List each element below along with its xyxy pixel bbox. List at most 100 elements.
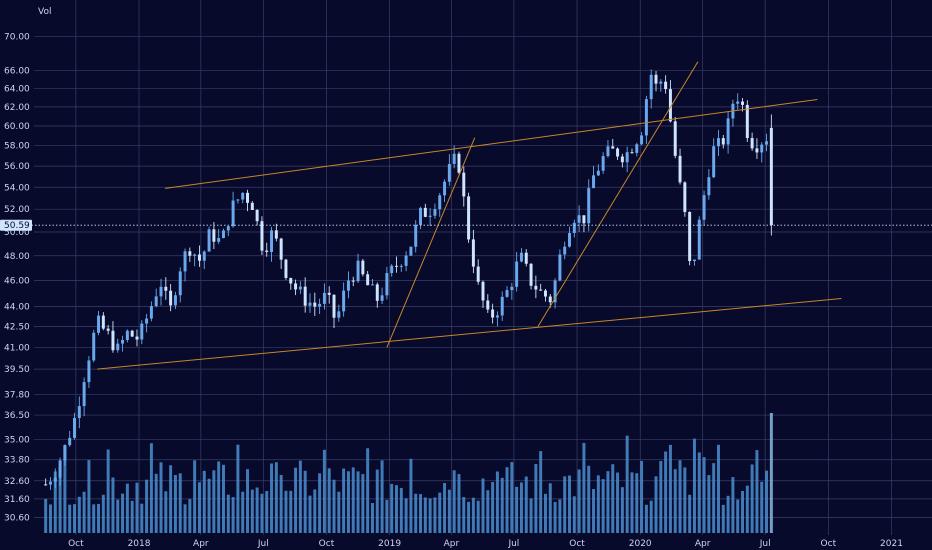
volume-bar <box>433 497 437 533</box>
volume-bar <box>534 464 538 533</box>
volume-bar <box>380 460 384 533</box>
volume-bar <box>577 469 581 533</box>
volume-bar <box>606 471 610 533</box>
candle-body <box>664 81 668 90</box>
candle-body <box>519 252 523 262</box>
volume-bar <box>668 444 672 533</box>
trendline <box>165 98 818 189</box>
candle-body <box>188 251 192 256</box>
candle-body <box>462 172 466 197</box>
volume-bar <box>260 493 264 533</box>
candle-body <box>241 192 245 200</box>
candle-body <box>351 280 355 282</box>
candle-body <box>577 215 581 223</box>
candle-body <box>385 273 389 296</box>
volume-bar <box>140 503 144 533</box>
candle-body <box>644 99 648 136</box>
x-tick-label: 2020 <box>629 539 652 549</box>
trendline <box>537 61 699 327</box>
y-tick-label: 44.00 <box>4 302 30 312</box>
y-tick-label: 62.00 <box>4 103 30 113</box>
volume-bar <box>635 473 639 533</box>
candle-body <box>303 286 307 306</box>
volume-bar <box>322 449 326 533</box>
candle-body <box>745 104 749 139</box>
candle-body <box>173 295 177 306</box>
volume-bar <box>390 483 394 533</box>
volume-bar <box>601 479 605 533</box>
candle-body <box>44 484 48 486</box>
candle-body <box>467 196 471 240</box>
candle-body <box>279 238 283 260</box>
candle-body <box>486 300 490 310</box>
candle-body <box>260 221 264 251</box>
y-tick-label: 35.00 <box>4 435 30 445</box>
candle-body <box>101 315 105 329</box>
volume-bar <box>476 500 480 533</box>
y-tick-label: 56.00 <box>4 162 30 172</box>
y-tick-label: 46.00 <box>4 277 30 287</box>
candle-body <box>207 229 211 252</box>
volume-bar <box>443 483 447 533</box>
candle-body <box>82 382 86 407</box>
y-tick-label: 30.60 <box>4 514 30 524</box>
volume-bar <box>616 472 620 533</box>
y-tick-label: 36.50 <box>4 411 30 421</box>
volume-bar <box>366 448 370 533</box>
candle-body <box>395 265 398 267</box>
volume-bar <box>48 504 52 533</box>
candle-body <box>741 101 745 105</box>
candle-body <box>635 144 639 153</box>
candle-body <box>121 339 125 344</box>
candle-body <box>197 254 201 261</box>
candle-body <box>553 280 557 303</box>
volume-bar <box>423 497 427 533</box>
volume-bar <box>467 501 471 533</box>
volume-bar <box>452 470 456 533</box>
volume-bar <box>500 477 504 533</box>
volume-bars <box>44 413 773 533</box>
volume-bar <box>683 467 687 533</box>
volume-bar <box>515 486 519 533</box>
volume-bar <box>510 462 514 533</box>
volume-bar <box>409 458 413 533</box>
volume-bar <box>678 460 682 533</box>
trendline <box>97 297 842 370</box>
volume-bar <box>197 482 201 533</box>
candle-body <box>159 286 163 297</box>
volume-bar <box>92 504 96 533</box>
volume-bar <box>399 487 403 533</box>
candle-body <box>563 246 567 255</box>
candle-body <box>616 148 620 157</box>
volume-bar <box>370 503 374 533</box>
volume-bar <box>231 497 235 533</box>
candle-body <box>760 144 764 153</box>
volume-bar <box>255 487 259 533</box>
volume-bar <box>154 473 158 533</box>
volume-bar <box>769 413 773 533</box>
volume-bar <box>625 435 629 533</box>
volume-bar <box>270 463 274 533</box>
volume-bar <box>313 489 317 533</box>
candle-body <box>596 170 600 176</box>
candle-body <box>491 309 495 318</box>
candle-body <box>135 336 139 340</box>
volume-bar <box>207 478 211 533</box>
x-tick-label: Oct <box>319 539 335 549</box>
volume-bar <box>428 498 432 533</box>
volume-bar <box>385 499 389 533</box>
x-tick-label: Jul <box>257 539 269 549</box>
volume-bar <box>539 451 543 533</box>
candle-body <box>539 289 543 291</box>
candle-body <box>366 274 370 286</box>
candle-body <box>548 296 552 303</box>
candle-body <box>87 360 91 383</box>
y-tick-label: 64.00 <box>4 84 30 94</box>
volume-bar <box>169 465 173 533</box>
x-tick-label: Apr <box>193 539 209 549</box>
candle-body <box>289 277 293 284</box>
volume-bar <box>524 476 528 533</box>
volume-bar <box>73 504 76 533</box>
candle-body <box>255 210 259 222</box>
volume-bar <box>202 470 206 533</box>
